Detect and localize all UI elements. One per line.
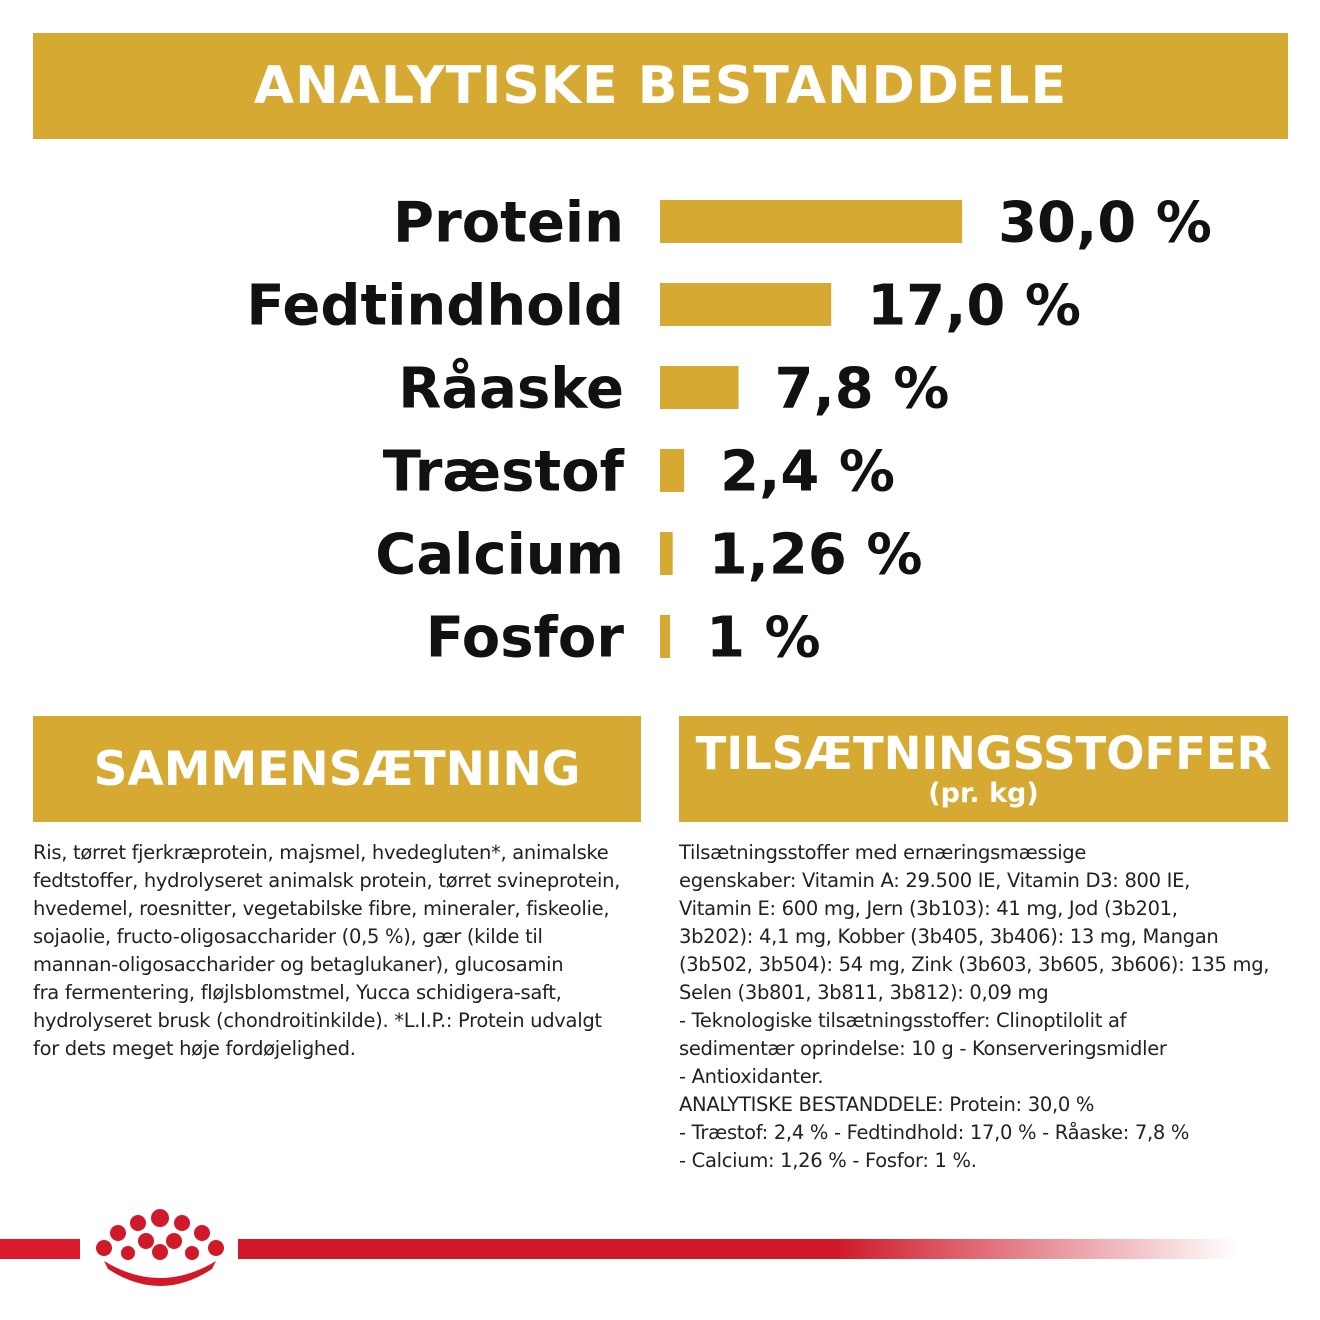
composition-text-line: hvedemel, roesnitter, vegetabilske fibre…: [33, 897, 610, 920]
additives-header: TILSÆTNINGSSTOFFER (pr. kg): [679, 716, 1288, 822]
category-label: Protein: [393, 191, 624, 256]
additives-text-line: Tilsætningsstoffer med ernæringsmæssige: [679, 841, 1087, 864]
value-label: 17,0 %: [867, 274, 1081, 339]
bar-calcium: [660, 532, 673, 575]
composition-header-text: SAMMENSÆTNING: [93, 741, 581, 797]
value-label: 7,8 %: [775, 357, 950, 422]
additives-text-line: Selen (3b801, 3b811, 3b812): 0,09 mg: [679, 981, 1049, 1004]
additives-text-line: - Antioxidanter.: [679, 1065, 824, 1088]
footer-red-line-left: [0, 1239, 80, 1259]
composition-text-line: Ris, tørret fjerkræprotein, majsmel, hve…: [33, 841, 609, 864]
analysis-bar-chart: Protein 30,0 % Fedtindhold 17,0 % Råaske 7,8 …: [246, 191, 1212, 671]
additives-text-line: ANALYTISKE BESTANDDELE: Protein: 30,0 %: [679, 1093, 1095, 1116]
value-label: 1,26 %: [709, 523, 923, 588]
bar-fosfor: [660, 615, 671, 658]
additives-text-line: - Teknologiske tilsætningsstoffer: Clino…: [679, 1009, 1127, 1032]
bar-råaske: [660, 366, 739, 409]
additives-header-text: TILSÆTNINGSSTOFFER: [695, 727, 1272, 780]
category-label: Råaske: [398, 357, 624, 422]
composition-text-line: hydrolyseret brusk (chondroitinkilde). *…: [33, 1009, 602, 1032]
value-label: 1 %: [706, 606, 821, 671]
category-label: Fosfor: [426, 606, 625, 671]
additives-text: Tilsætningsstoffer med ernæringsmæssige e…: [679, 839, 1299, 1175]
bar-protein: [660, 200, 963, 243]
analysis-header-text: ANALYTISKE BESTANDDELE: [253, 56, 1068, 116]
additives-text-line: - Træstof: 2,4 % - Fedtindhold: 17,0 % -…: [679, 1121, 1190, 1144]
analysis-header: ANALYTISKE BESTANDDELE: [33, 33, 1288, 139]
additives-text-line: Vitamin E: 600 mg, Jern (3b103): 41 mg, …: [679, 897, 1178, 920]
additives-text-line: sedimentær oprindelse: 10 g - Konserveri…: [679, 1037, 1167, 1060]
bar-træstof: [660, 449, 685, 492]
composition-text-line: fedtstoffer, hydrolyseret animalsk prote…: [33, 869, 621, 892]
composition-header: SAMMENSÆTNING: [33, 716, 641, 822]
additives-text-line: egenskaber: Vitamin A: 29.500 IE, Vitami…: [679, 869, 1191, 892]
category-label: Fedtindhold: [246, 274, 624, 339]
footer-red-line-right: [238, 1239, 1238, 1259]
additives-header-subtext: (pr. kg): [928, 778, 1039, 809]
royal-canin-crown-icon: [96, 1209, 224, 1286]
value-label: 2,4 %: [720, 440, 895, 505]
additives-text-line: - Calcium: 1,26 % - Fosfor: 1 %.: [679, 1149, 977, 1172]
category-label: Calcium: [375, 523, 624, 588]
composition-text-line: sojaolie, fructo-oligosaccharider (0,5 %…: [33, 925, 543, 948]
composition-text-line: mannan-oligosaccharider og betaglukaner)…: [33, 953, 564, 976]
composition-text: Ris, tørret fjerkræprotein, majsmel, hve…: [33, 839, 648, 1063]
additives-text-line: 3b202): 4,1 mg, Kobber (3b405, 3b406): 1…: [679, 925, 1219, 948]
category-label: Træstof: [383, 440, 625, 505]
value-label: 30,0 %: [998, 191, 1212, 256]
composition-text-line: for dets meget høje fordøjelighed.: [33, 1037, 356, 1060]
bar-fedtindhold: [660, 283, 832, 326]
additives-text-line: (3b502, 3b504): 54 mg, Zink (3b603, 3b60…: [679, 953, 1270, 976]
composition-text-line: fra fermentering, fløjlsblomstmel, Yucca…: [33, 981, 562, 1004]
